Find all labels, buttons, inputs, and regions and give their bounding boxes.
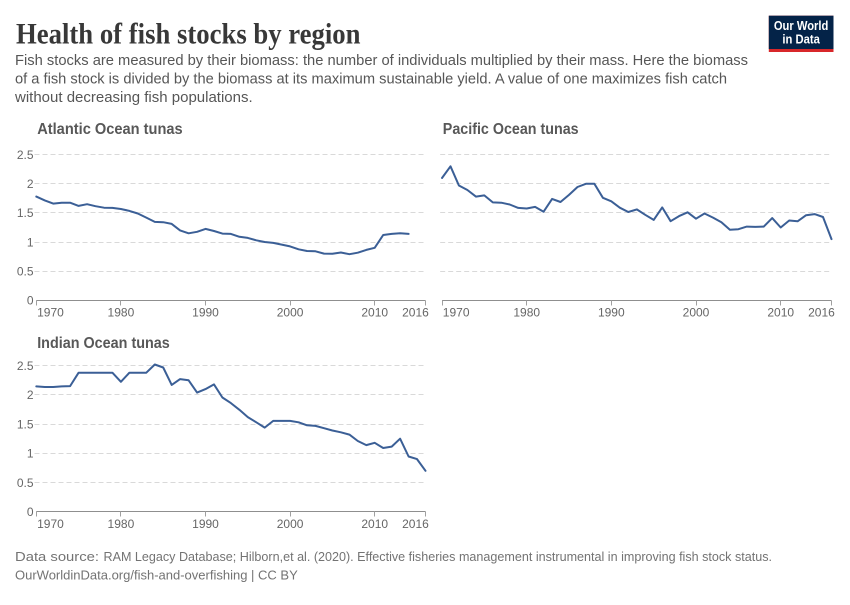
svg-text:2016: 2016	[808, 306, 835, 320]
svg-text:in Data: in Data	[782, 33, 820, 47]
svg-text:2010: 2010	[767, 306, 794, 320]
svg-text:1990: 1990	[192, 517, 219, 531]
svg-text:1970: 1970	[37, 517, 64, 531]
svg-text:0.5: 0.5	[17, 264, 34, 278]
svg-text:2: 2	[27, 388, 34, 402]
svg-text:without decreasing fish popula: without decreasing fish populations.	[14, 89, 253, 106]
svg-text:1980: 1980	[108, 517, 135, 531]
svg-text:Health of fish stocks by regio: Health of fish stocks by region	[16, 18, 361, 51]
svg-text:1.5: 1.5	[17, 206, 34, 220]
svg-text:1.5: 1.5	[17, 417, 34, 431]
svg-text:RAM Legacy Database; Hilborn,e: RAM Legacy Database; Hilborn,et al. (202…	[104, 549, 773, 564]
svg-text:Atlantic Ocean tunas: Atlantic Ocean tunas	[37, 121, 183, 138]
svg-text:1970: 1970	[443, 306, 470, 320]
svg-text:2010: 2010	[361, 517, 388, 531]
svg-text:1990: 1990	[598, 306, 625, 320]
svg-text:0: 0	[27, 505, 34, 519]
svg-text:1970: 1970	[37, 306, 64, 320]
svg-text:OurWorldinData.org/fish-and-ov: OurWorldinData.org/fish-and-overfishing …	[15, 568, 298, 583]
svg-text:Our World: Our World	[774, 19, 829, 33]
svg-text:1: 1	[27, 235, 34, 249]
svg-text:Pacific Ocean tunas: Pacific Ocean tunas	[443, 121, 579, 138]
svg-text:2.5: 2.5	[17, 359, 34, 373]
svg-text:1980: 1980	[108, 306, 135, 320]
svg-text:0.5: 0.5	[17, 476, 34, 490]
svg-text:2010: 2010	[361, 306, 388, 320]
svg-text:2000: 2000	[683, 306, 710, 320]
svg-text:2.5: 2.5	[17, 148, 34, 162]
svg-text:Indian Ocean tunas: Indian Ocean tunas	[37, 335, 170, 352]
svg-text:2000: 2000	[277, 306, 304, 320]
svg-text:Data source:: Data source:	[15, 549, 99, 564]
svg-text:Fish stocks are measured by th: Fish stocks are measured by their biomas…	[15, 52, 748, 69]
svg-text:0: 0	[27, 294, 34, 308]
svg-text:1990: 1990	[192, 306, 219, 320]
svg-text:2: 2	[27, 177, 34, 191]
svg-text:1980: 1980	[513, 306, 540, 320]
svg-text:1: 1	[27, 447, 34, 461]
svg-text:2000: 2000	[277, 517, 304, 531]
svg-text:of a fish stock is divided by: of a fish stock is divided by the biomas…	[15, 71, 727, 88]
svg-text:2016: 2016	[402, 306, 429, 320]
svg-text:2016: 2016	[402, 517, 429, 531]
